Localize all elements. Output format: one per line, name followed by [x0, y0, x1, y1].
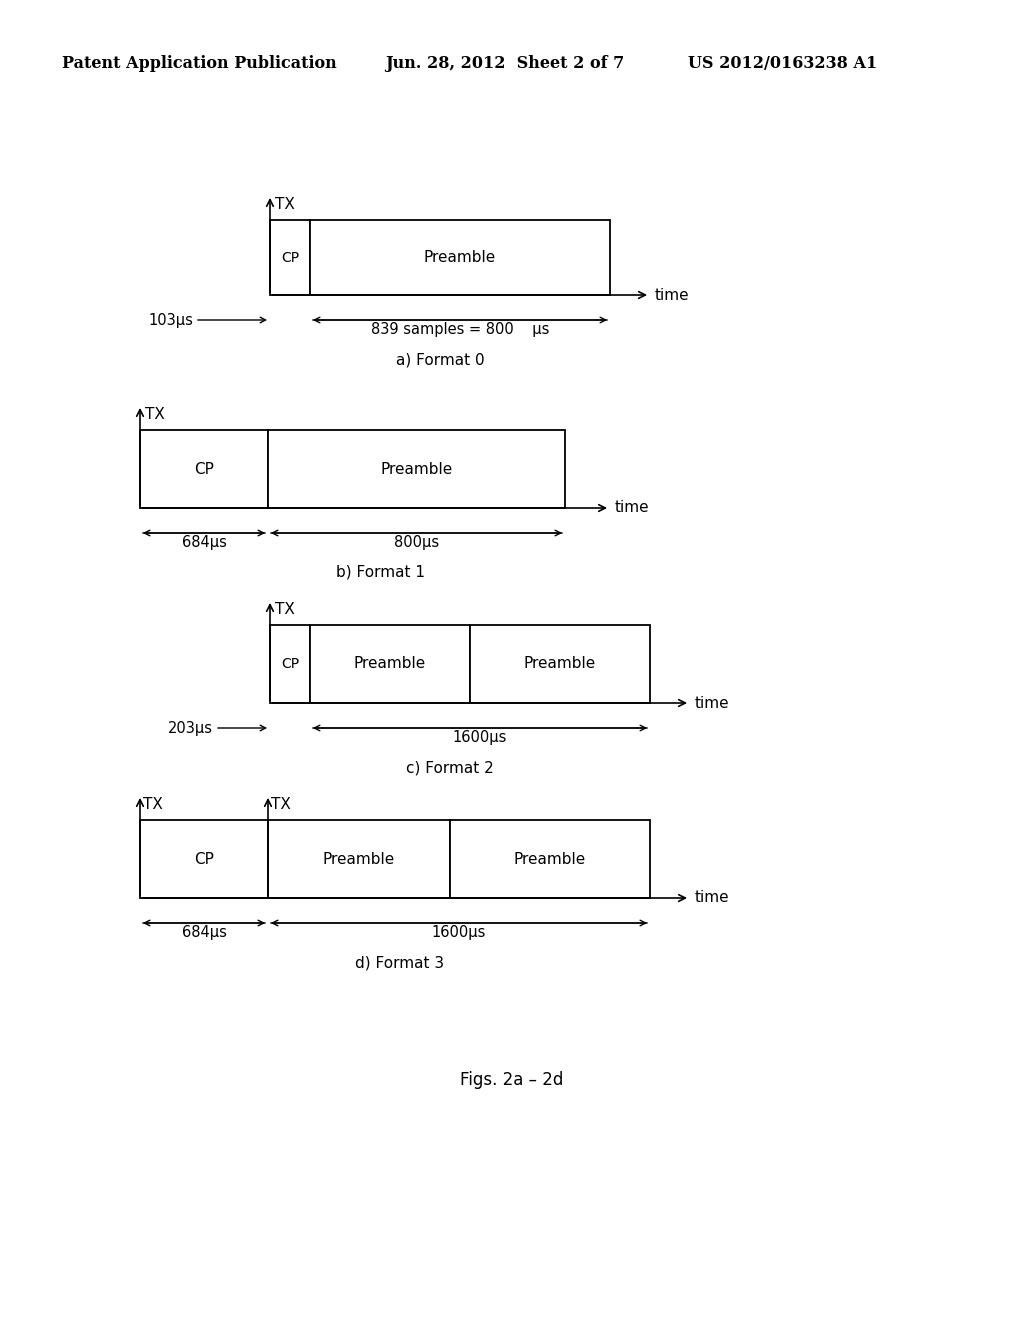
Text: CP: CP [195, 851, 214, 866]
Text: Preamble: Preamble [323, 851, 395, 866]
Text: Preamble: Preamble [380, 462, 453, 477]
Text: Patent Application Publication: Patent Application Publication [62, 54, 337, 71]
Text: c) Format 2: c) Format 2 [407, 760, 494, 776]
Bar [470, 624, 650, 704]
Bar [268, 430, 565, 508]
Text: 1600μs: 1600μs [453, 730, 507, 744]
Text: 1600μs: 1600μs [432, 925, 486, 940]
Text: d) Format 3: d) Format 3 [355, 956, 444, 970]
Bar [268, 820, 450, 898]
Text: TX: TX [275, 197, 295, 213]
Text: TX: TX [145, 407, 165, 422]
Text: b) Format 1: b) Format 1 [336, 565, 425, 579]
Bar [310, 220, 610, 294]
Text: CP: CP [281, 251, 299, 264]
Bar [270, 220, 310, 294]
Text: Preamble: Preamble [354, 656, 426, 672]
Bar [140, 820, 268, 898]
Text: TX: TX [271, 797, 291, 812]
Text: CP: CP [281, 657, 299, 671]
Text: 684μs: 684μs [181, 535, 226, 550]
Text: Preamble: Preamble [514, 851, 586, 866]
Text: TX: TX [143, 797, 163, 812]
Text: Preamble: Preamble [524, 656, 596, 672]
Bar [450, 820, 650, 898]
Text: 103μs: 103μs [148, 313, 193, 327]
Text: Figs. 2a – 2d: Figs. 2a – 2d [461, 1071, 563, 1089]
Text: time: time [615, 500, 649, 516]
Text: 203μs: 203μs [168, 721, 213, 735]
Text: 800μs: 800μs [394, 535, 439, 550]
Text: time: time [695, 891, 730, 906]
Bar [310, 624, 470, 704]
Bar [140, 430, 268, 508]
Text: CP: CP [195, 462, 214, 477]
Text: TX: TX [275, 602, 295, 616]
Bar [270, 624, 310, 704]
Text: Preamble: Preamble [424, 249, 496, 265]
Text: a) Format 0: a) Format 0 [395, 352, 484, 367]
Text: 684μs: 684μs [181, 925, 226, 940]
Text: 839 samples = 800    μs: 839 samples = 800 μs [371, 322, 549, 337]
Text: time: time [695, 696, 730, 710]
Text: time: time [655, 288, 689, 302]
Text: Jun. 28, 2012  Sheet 2 of 7: Jun. 28, 2012 Sheet 2 of 7 [385, 54, 625, 71]
Text: US 2012/0163238 A1: US 2012/0163238 A1 [688, 54, 878, 71]
